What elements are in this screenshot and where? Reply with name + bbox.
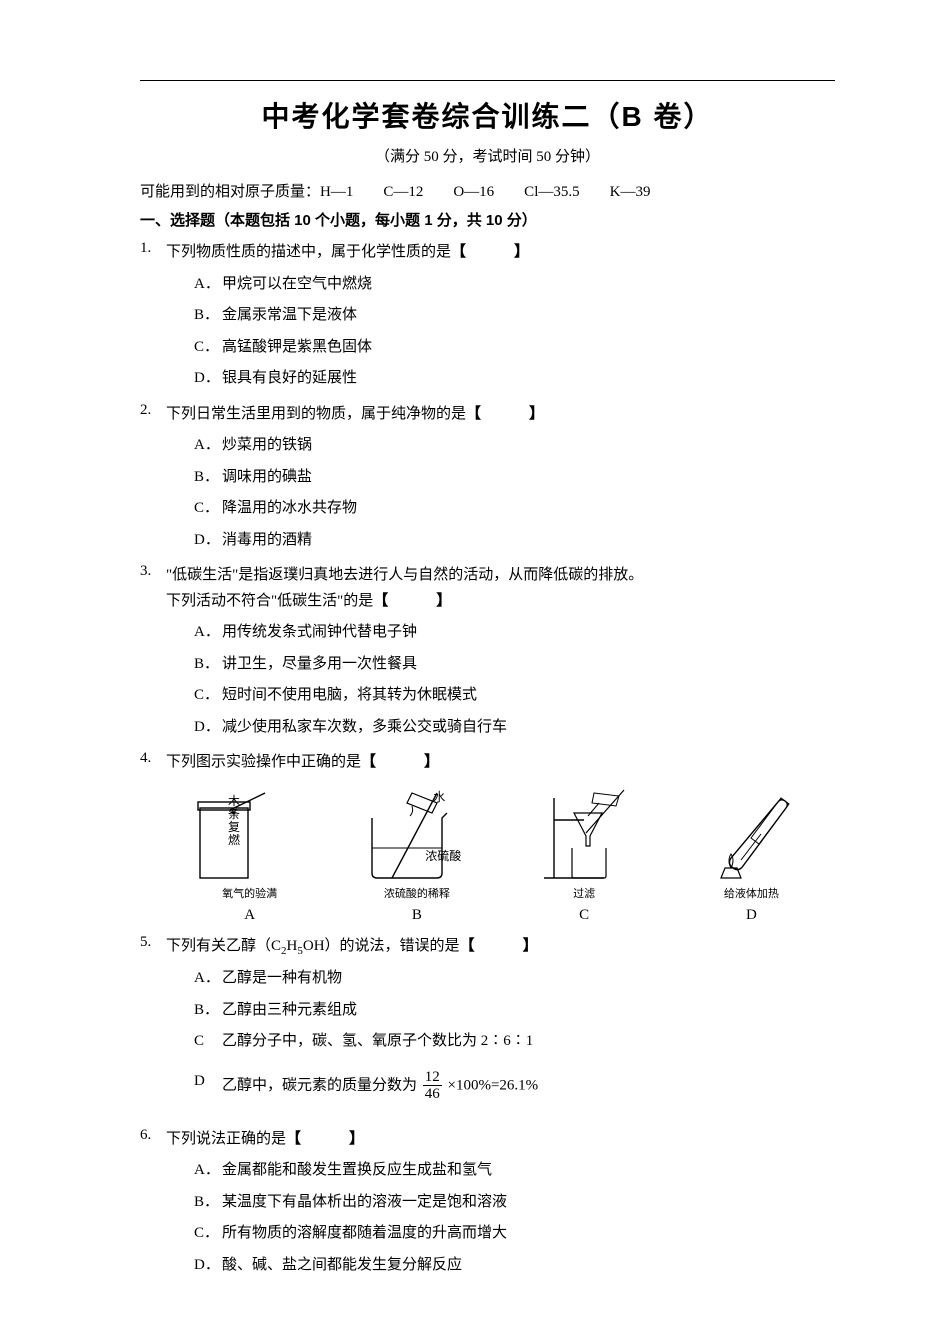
- option-C: C．短时间不使用电脑，将其转为休眠模式: [194, 683, 835, 709]
- figure-letters: A B C D: [166, 907, 835, 924]
- option-D: D．消毒用的酒精: [194, 528, 835, 554]
- title-block: 中考化学套卷综合训练二（B 卷） （满分 50 分，考试时间 50 分钟）: [140, 80, 835, 166]
- figure-caption: 过滤: [501, 885, 668, 901]
- heating-icon: [691, 788, 811, 883]
- annotation-water: 水: [433, 791, 445, 804]
- fraction: 12 46: [423, 1069, 442, 1103]
- option-A: A．乙醇是一种有机物: [194, 966, 835, 992]
- option-A: A．用传统发条式闹钟代替电子钟: [194, 620, 835, 646]
- question-number: 4.: [140, 750, 166, 924]
- question-stem: "低碳生活"是指返璞归真地去进行人与自然的活动，从而降低碳的排放。 下列活动不符…: [166, 563, 835, 614]
- question-stem: 下列说法正确的是【 】: [166, 1127, 835, 1153]
- question-2: 2. 下列日常生活里用到的物质，属于纯净物的是【 】 A．炒菜用的铁锅 B．调味…: [140, 402, 835, 554]
- beaker-icon: [342, 788, 492, 883]
- question-4: 4. 下列图示实验操作中正确的是【 】 木: [140, 750, 835, 924]
- option-B: B．调味用的碘盐: [194, 465, 835, 491]
- option-D: D．酸、碱、盐之间都能发生复分解反应: [194, 1253, 835, 1279]
- option-B: B．某温度下有晶体析出的溶液一定是饱和溶液: [194, 1190, 835, 1216]
- answer-bracket: 【 】: [286, 1131, 370, 1147]
- question-number: 3.: [140, 563, 166, 740]
- question-stem: 下列有关乙醇（C2H5OH）的说法，错误的是【 】: [166, 934, 835, 961]
- figure-C: 过滤: [501, 788, 668, 901]
- figure-letter-A: A: [166, 907, 333, 924]
- question-stem: 下列日常生活里用到的物质，属于纯净物的是【 】: [166, 402, 835, 428]
- question-6: 6. 下列说法正确的是【 】 A．金属都能和酸发生置换反应生成盐和氢气 B．某温…: [140, 1127, 835, 1279]
- question-number: 2.: [140, 402, 166, 554]
- bottle-icon: [190, 788, 310, 883]
- figure-caption: 给液体加热: [668, 885, 835, 901]
- option-B: B．乙醇由三种元素组成: [194, 998, 835, 1024]
- atomic-prefix: 可能用到的相对原子质量：: [140, 184, 320, 200]
- figure-caption: 浓硫酸的稀释: [333, 885, 500, 901]
- formula: C2H5OH: [271, 938, 325, 954]
- question-stem: 下列图示实验操作中正确的是【 】: [166, 750, 835, 776]
- answer-bracket: 【 】: [460, 938, 544, 954]
- answer-bracket: 【 】: [373, 593, 457, 609]
- option-C: C乙醇分子中，碳、氢、氧原子个数比为 2∶6∶1: [194, 1029, 835, 1055]
- option-A: A．炒菜用的铁锅: [194, 433, 835, 459]
- figure-letter-D: D: [668, 907, 835, 924]
- option-C: C．高锰酸钾是紫黑色固体: [194, 335, 835, 361]
- figure-letter-B: B: [333, 907, 500, 924]
- page-title: 中考化学套卷综合训练二（B 卷）: [140, 95, 835, 135]
- figure-A: 木 条 复 燃 氧气的验满: [166, 788, 333, 901]
- question-number: 1.: [140, 240, 166, 392]
- filter-icon: [524, 788, 644, 883]
- annotation-stick: 木 条 复 燃: [228, 795, 240, 848]
- answer-bracket: 【 】: [466, 406, 550, 422]
- option-D: D．减少使用私家车次数，多乘公交或骑自行车: [194, 715, 835, 741]
- figure-row: 木 条 复 燃 氧气的验满: [166, 788, 835, 901]
- figure-caption: 氧气的验满: [166, 885, 333, 901]
- section-1-heading: 一、选择题（本题包括 10 个小题，每小题 1 分，共 10 分）: [140, 209, 835, 230]
- question-3: 3. "低碳生活"是指返璞归真地去进行人与自然的活动，从而降低碳的排放。 下列活…: [140, 563, 835, 740]
- option-B: B．金属汞常温下是液体: [194, 303, 835, 329]
- option-A: A．甲烷可以在空气中燃烧: [194, 272, 835, 298]
- question-5: 5. 下列有关乙醇（C2H5OH）的说法，错误的是【 】 A．乙醇是一种有机物 …: [140, 934, 835, 1117]
- option-C: C．降温用的冰水共存物: [194, 496, 835, 522]
- answer-bracket: 【 】: [361, 754, 445, 770]
- atomic-mass-line: 可能用到的相对原子质量：H—1 C—12 O—16 Cl—35.5 K—39: [140, 180, 835, 201]
- question-stem: 下列物质性质的描述中，属于化学性质的是【 】: [166, 240, 835, 266]
- figure-letter-C: C: [501, 907, 668, 924]
- option-D: D 乙醇中，碳元素的质量分数为 12 46 ×100%=26.1%: [194, 1069, 835, 1103]
- annotation-acid: 浓硫酸: [425, 847, 461, 864]
- question-number: 6.: [140, 1127, 166, 1279]
- figure-B: 水 浓硫酸 浓硫酸的稀释: [333, 788, 500, 901]
- figure-D: 给液体加热: [668, 788, 835, 901]
- question-number: 5.: [140, 934, 166, 1117]
- answer-bracket: 【 】: [451, 244, 535, 260]
- option-D: D．银具有良好的延展性: [194, 366, 835, 392]
- option-A: A．金属都能和酸发生置换反应生成盐和氢气: [194, 1158, 835, 1184]
- page-subtitle: （满分 50 分，考试时间 50 分钟）: [140, 145, 835, 166]
- option-B: B．讲卫生，尽量多用一次性餐具: [194, 652, 835, 678]
- option-C: C．所有物质的溶解度都随着温度的升高而增大: [194, 1221, 835, 1247]
- question-1: 1. 下列物质性质的描述中，属于化学性质的是【 】 A．甲烷可以在空气中燃烧 B…: [140, 240, 835, 392]
- atomic-items: H—1 C—12 O—16 Cl—35.5 K—39: [320, 184, 650, 200]
